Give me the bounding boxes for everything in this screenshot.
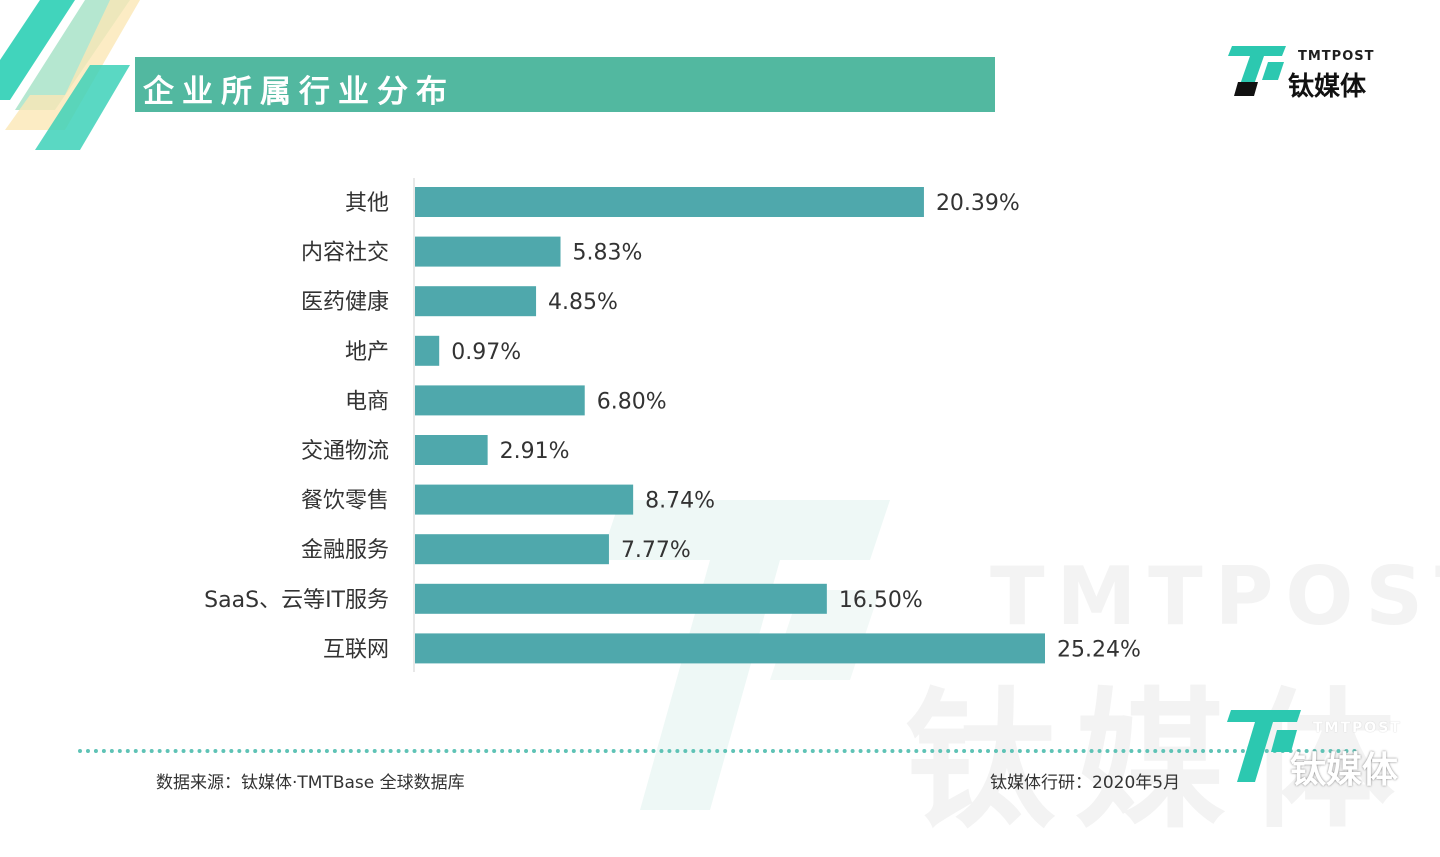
category-label: 餐饮零售 <box>301 489 389 514</box>
page-title: 企业所属行业分布 <box>143 74 455 110</box>
logo-text-en: TMTPOST <box>1298 49 1375 64</box>
category-label: 内容社交 <box>301 241 389 266</box>
bars-group: 其他 20.39% 内容社交 5.83% 医药健康 4.85% 地产 0.97% 电商 6.80%… <box>204 187 1141 664</box>
bar <box>415 633 1045 664</box>
footer-logo-text-cn: 钛媒体 <box>1290 750 1399 791</box>
category-label: 电商 <box>345 389 389 414</box>
title-bar: 企业所属行业分布 <box>135 57 995 112</box>
category-label: 金融服务 <box>301 538 389 563</box>
bar <box>415 435 488 465</box>
value-label: 7.77% <box>621 538 691 563</box>
category-label: 医药健康 <box>301 290 389 315</box>
value-label: 4.85% <box>548 290 618 315</box>
research-credit: 钛媒体行研：2020年5月 <box>990 773 1181 793</box>
bar <box>415 335 440 366</box>
value-label: 25.24% <box>1057 637 1141 662</box>
value-label: 8.74% <box>645 489 715 514</box>
bar <box>415 385 585 416</box>
footer-logo: TMTPOST 钛媒体 <box>1225 706 1425 791</box>
value-label: 5.83% <box>573 241 643 266</box>
footer-logo-icon <box>1227 710 1301 782</box>
brand-logo: TMTPOST 钛媒体 <box>1228 40 1388 102</box>
tmtpost-logo-icon <box>1228 46 1286 96</box>
footer-logo-text-en: TMTPOST <box>1313 720 1402 736</box>
category-label: 其他 <box>345 191 389 216</box>
bar <box>415 534 609 565</box>
logo-text-cn: 钛媒体 <box>1288 72 1367 102</box>
bar-chart: 其他 20.39% 内容社交 5.83% 医药健康 4.85% 地产 0.97% 电商 6.80%… <box>204 178 1141 672</box>
category-label: 交通物流 <box>301 439 389 464</box>
category-label: 地产 <box>345 340 389 365</box>
bar <box>415 236 561 267</box>
bar <box>415 484 634 515</box>
value-label: 6.80% <box>597 389 667 414</box>
corner-decoration <box>0 0 140 150</box>
value-label: 16.50% <box>839 588 923 613</box>
bar <box>415 286 537 317</box>
bar <box>415 583 827 614</box>
value-label: 2.91% <box>500 439 570 464</box>
category-label: 互联网 <box>323 637 389 662</box>
data-source: 数据来源：钛媒体·TMTBase 全球数据库 <box>156 773 465 793</box>
bar <box>415 187 924 217</box>
value-label: 20.39% <box>936 191 1020 216</box>
value-label: 0.97% <box>451 340 521 365</box>
footer-divider <box>78 749 1358 753</box>
watermark-text-en: TMTPOST <box>990 550 1440 643</box>
category-label: SaaS、云等IT服务 <box>204 588 389 613</box>
